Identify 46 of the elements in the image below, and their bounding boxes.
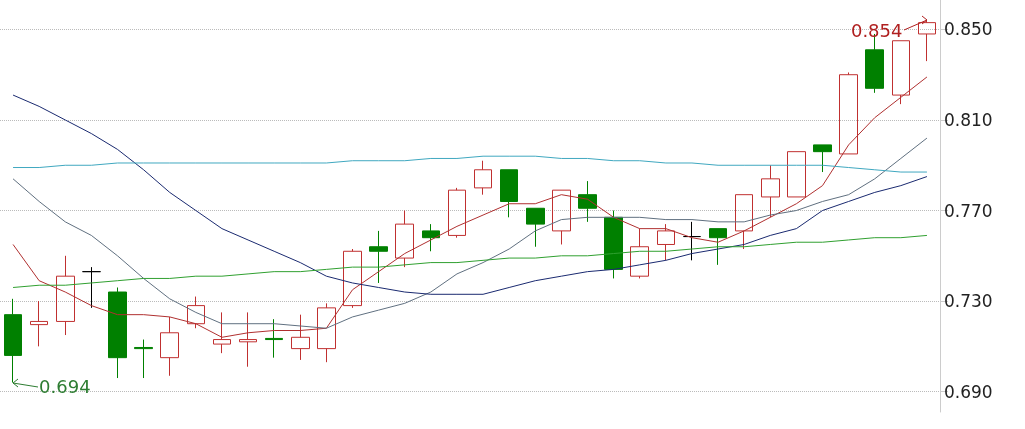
candlestick [187,296,205,329]
candlestick [82,266,101,309]
candlestick [4,298,22,384]
y-tick-label: 0.850 [944,19,993,40]
candlestick [918,19,936,62]
candlestick [108,286,127,379]
candlestick [422,223,440,252]
candlestick [813,144,832,173]
candlestick [892,40,910,105]
candlestick [291,314,310,361]
candlestick [30,300,48,347]
candlestick [735,194,753,250]
candlestick [657,223,675,261]
y-tick-label: 0.810 [944,109,993,130]
candlestick [683,221,701,261]
candlestick [448,187,466,239]
candlestick [343,248,362,309]
candlestick [56,255,75,336]
candlestick [317,302,336,363]
line-series [12,155,928,173]
candlestick [134,339,153,379]
line-series [12,234,928,288]
candlestick [604,210,623,279]
candlestick [787,151,806,198]
candlestick [578,180,597,223]
candlestick [630,228,649,279]
candlestick [395,210,414,268]
candlestick [239,311,257,368]
line-series [12,94,928,295]
candlestick [265,318,283,359]
y-tick-label: 0.690 [944,381,993,402]
candlestick [552,189,571,245]
y-tick-label: 0.730 [944,291,993,312]
candlestick [526,207,545,248]
line-series [12,137,928,329]
candlestick [369,230,388,284]
candlestick [709,228,727,266]
candlestick [474,160,492,196]
y-tick-label: 0.770 [944,200,993,221]
annotation: 0.694 [39,376,91,398]
candlestick [160,316,179,377]
annotation: 0.854 [850,19,903,41]
candlestick [213,311,231,354]
candlestick [500,169,518,218]
candlestick [839,71,858,155]
line-series [12,76,928,338]
